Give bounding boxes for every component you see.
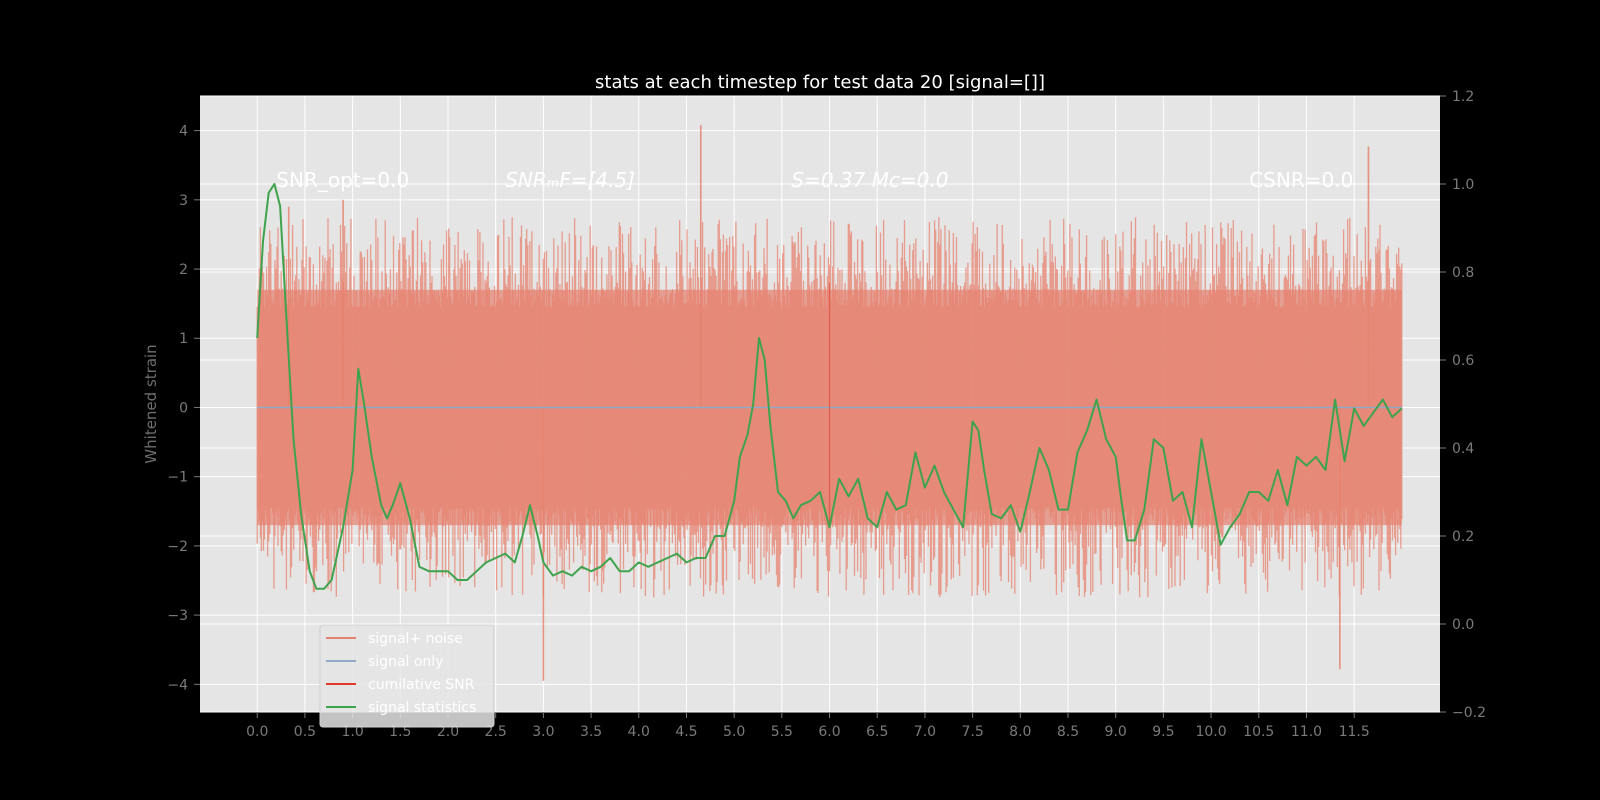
y-tick-label: −1 xyxy=(167,470,188,486)
y2-tick-label: 0.2 xyxy=(1452,529,1474,545)
x-tick-label: 6.0 xyxy=(818,724,840,740)
x-tick-label: 7.0 xyxy=(914,724,936,740)
x-tick-label: 4.0 xyxy=(628,724,650,740)
annotation: CSNR=0.0 xyxy=(1249,168,1353,192)
signal-statistics-line xyxy=(256,183,1403,590)
y-tick-label: −4 xyxy=(167,677,188,693)
x-tick-label: 5.5 xyxy=(771,724,793,740)
legend-label: signal statistics xyxy=(368,700,476,716)
legend: signal+ noise signal only cumilative SNR si… xyxy=(319,624,495,728)
x-tick-label: 0.0 xyxy=(246,724,268,740)
y-tick-label: 4 xyxy=(179,124,188,140)
y-axis-label: Whitened strain xyxy=(142,344,160,463)
legend-box xyxy=(319,624,495,728)
y2-tick-label: 0.6 xyxy=(1452,353,1474,369)
legend-label: cumilative SNR xyxy=(368,677,475,693)
x-tick-label: 8.0 xyxy=(1009,724,1031,740)
x-tick-label: 3.0 xyxy=(532,724,554,740)
x-tick-label: 11.0 xyxy=(1291,724,1322,740)
x-tick-label: 3.5 xyxy=(580,724,602,740)
x-tick-label: 0.5 xyxy=(294,724,316,740)
x-tick-label: 2.5 xyxy=(485,724,507,740)
x-tick-label: 4.5 xyxy=(675,724,697,740)
x-tick-label: 6.5 xyxy=(866,724,888,740)
x-tick-label: 5.0 xyxy=(723,724,745,740)
annotation: SNR_opt=0.0 xyxy=(276,168,409,192)
axes: 0.0 0.5 1.0 1.5 2.0 2.5 3.0 3.5 4.0 4.5 5.0 5.5 6.0 6… xyxy=(167,89,1486,740)
y-tick-label: 3 xyxy=(179,193,188,209)
y-tick-label: 2 xyxy=(179,262,188,278)
x-tick-label: 1.0 xyxy=(341,724,363,740)
x-tick-label: 9.5 xyxy=(1152,724,1174,740)
y2-tick-label: 1.0 xyxy=(1452,177,1474,193)
annotation: S=0.37 Mᴄ=0.0 xyxy=(791,168,948,192)
x-tick-label: 9.0 xyxy=(1105,724,1127,740)
y2-tick-label: −0.2 xyxy=(1452,705,1486,721)
y-tick-label: 0 xyxy=(179,400,188,416)
legend-label: signal+ noise xyxy=(368,631,463,647)
y2-tick-label: 0.0 xyxy=(1452,617,1474,633)
x-tick-label: 1.5 xyxy=(389,724,411,740)
chart-title: stats at each timestep for test data 20 … xyxy=(595,72,1045,93)
x-tick-label: 2.0 xyxy=(437,724,459,740)
x-tick-label: 11.5 xyxy=(1339,724,1370,740)
y-tick-label: 1 xyxy=(179,331,188,347)
y2-tick-label: 0.8 xyxy=(1452,265,1474,281)
x-tick-label: 10.0 xyxy=(1195,724,1226,740)
y-tick-label: −3 xyxy=(167,608,188,624)
legend-label: signal only xyxy=(368,654,443,670)
line-series xyxy=(256,183,1403,590)
y2-tick-label: 0.4 xyxy=(1452,441,1474,457)
annotation: SNRₘF=[4.5] xyxy=(505,168,635,192)
x-tick-label: 7.5 xyxy=(961,724,983,740)
y2-tick-label: 1.2 xyxy=(1452,89,1474,105)
y-tick-label: −2 xyxy=(167,539,188,555)
x-tick-label: 8.5 xyxy=(1057,724,1079,740)
x-tick-label: 10.5 xyxy=(1243,724,1274,740)
annotations: SNR_opt=0.0 SNRₘF=[4.5] S=0.37 Mᴄ=0.0 CSNR=… xyxy=(276,168,1353,192)
